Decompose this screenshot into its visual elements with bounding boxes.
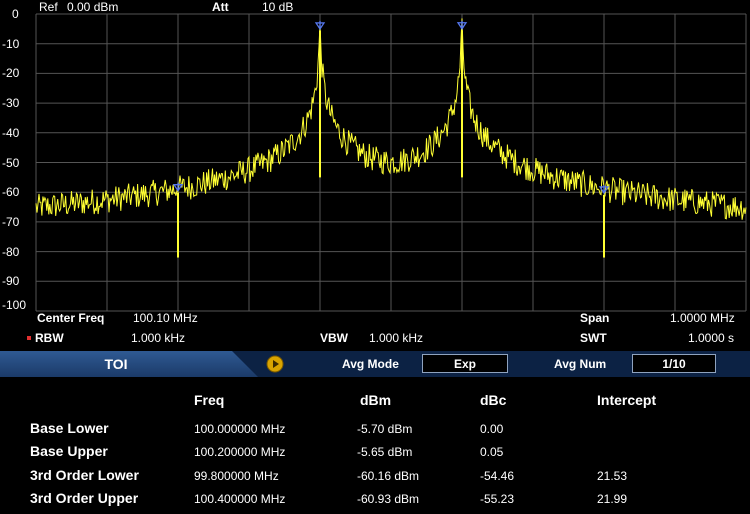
span-label: Span: [580, 311, 610, 325]
column-header-freq: Freq: [194, 392, 225, 408]
column-header-dbm: dBm: [360, 392, 392, 408]
peak-marker-icon: [456, 20, 468, 30]
spectrum-trace-line: [35, 18, 747, 220]
vbw-label: VBW: [320, 331, 348, 345]
dbm-cell: -60.16 dBm: [357, 469, 420, 483]
avg-num-label: Avg Num: [554, 357, 607, 371]
ref-value: 0.00 dBm: [67, 0, 119, 14]
y-tick-label: -80: [2, 244, 20, 259]
y-tick-label: -90: [2, 274, 20, 289]
avg-mode-field[interactable]: Exp: [422, 354, 508, 373]
dbc-cell: 0.05: [480, 445, 504, 459]
y-tick-label: 0: [12, 7, 19, 21]
toi-mode-label: TOI: [104, 356, 128, 372]
dbc-cell: -55.23: [480, 492, 515, 506]
dbm-cell: -5.65 dBm: [357, 445, 413, 459]
avg-mode-label: Avg Mode: [342, 357, 399, 371]
rbw-label: RBW: [35, 331, 64, 345]
center-freq-label: Center Freq: [37, 311, 105, 325]
toi-results-table: Freq dBm dBc Intercept Base Lower 100.00…: [0, 378, 750, 514]
row-label: 3rd Order Lower: [30, 467, 139, 483]
play-icon[interactable]: [266, 355, 284, 373]
measurement-toolbar: TOI Avg Mode Exp Avg Num 1/10: [0, 351, 750, 377]
att-label: Att: [212, 0, 229, 14]
spectrum-trace: [35, 18, 747, 258]
column-header-dbc: dBc: [480, 392, 507, 408]
freq-cell: 100.000000 MHz: [194, 422, 286, 436]
freq-cell: 99.800000 MHz: [194, 469, 279, 483]
avg-num-field[interactable]: 1/10: [632, 354, 716, 373]
y-tick-label: -100: [2, 298, 27, 312]
y-tick-label: -10: [2, 36, 20, 51]
att-value: 10 dB: [262, 0, 294, 14]
row-label: 3rd Order Upper: [30, 490, 139, 506]
span-value: 1.0000 MHz: [670, 311, 735, 325]
row-label: Base Lower: [30, 420, 109, 436]
ref-label: Ref: [39, 0, 58, 14]
intercept-cell: 21.53: [597, 469, 628, 483]
column-header-intercept: Intercept: [597, 392, 657, 408]
y-tick-label: -30: [2, 96, 20, 111]
y-tick-label: -20: [2, 66, 20, 81]
intercept-cell: 21.99: [597, 492, 628, 506]
center-freq-value: 100.10 MHz: [133, 311, 198, 325]
y-tick-label: -70: [2, 214, 20, 229]
peak-marker-icon: [172, 182, 184, 192]
dbc-cell: -54.46: [480, 469, 515, 483]
dbm-cell: -5.70 dBm: [357, 422, 413, 436]
swt-value: 1.0000 s: [688, 331, 735, 345]
rbw-value: 1.000 kHz: [131, 331, 186, 345]
freq-cell: 100.200000 MHz: [194, 445, 286, 459]
spectrum-plot: [35, 13, 747, 312]
peak-marker-icon: [314, 20, 326, 31]
rbw-indicator-icon: [27, 336, 31, 340]
dbc-cell: 0.00: [480, 422, 504, 436]
y-tick-label: -40: [2, 125, 20, 140]
peak-markers: [172, 20, 610, 195]
swt-label: SWT: [580, 331, 607, 345]
freq-cell: 100.400000 MHz: [194, 492, 286, 506]
dbm-cell: -60.93 dBm: [357, 492, 420, 506]
y-tick-label: -50: [2, 155, 20, 170]
peak-marker-icon: [598, 184, 610, 195]
vbw-value: 1.000 kHz: [369, 331, 424, 345]
row-label: Base Upper: [30, 443, 108, 459]
toi-mode-tab[interactable]: TOI: [0, 351, 258, 377]
y-tick-label: -60: [2, 185, 20, 200]
